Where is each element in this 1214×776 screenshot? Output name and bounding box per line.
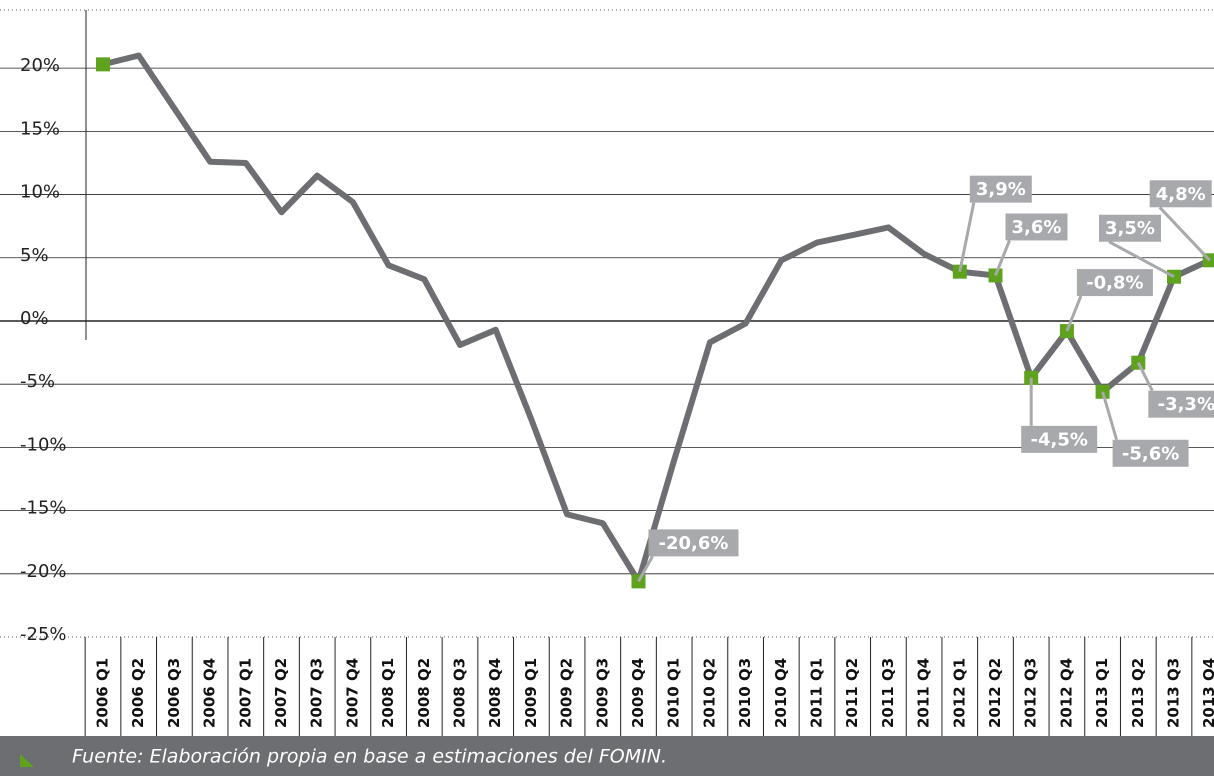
x-tick-label: 2010 Q2 <box>700 658 718 728</box>
x-tick-label: 2012 Q4 <box>1057 658 1075 728</box>
x-tick-label: 2011 Q2 <box>843 658 861 728</box>
x-tick-label: 2006 Q2 <box>129 658 147 728</box>
y-tick-label: -10% <box>20 434 67 455</box>
value-label-box <box>1076 269 1153 297</box>
value-label-box <box>1099 214 1161 242</box>
data-line <box>102 52 1211 585</box>
x-tick-label: 2008 Q3 <box>451 658 469 728</box>
x-tick-label: 2013 Q3 <box>1165 658 1183 728</box>
x-tick-label: 2013 Q4 <box>1200 658 1214 728</box>
value-label-box <box>969 175 1032 203</box>
label-pointer <box>1108 240 1175 279</box>
value-label: 3,5% <box>1105 218 1155 239</box>
y-tick-label: 15% <box>20 118 60 139</box>
value-label-box <box>1148 390 1214 418</box>
y-tick-label: -25% <box>20 624 67 645</box>
x-tick-label: 2013 Q2 <box>1129 658 1147 728</box>
x-tick-label: 2009 Q2 <box>558 658 576 728</box>
x-tick-label: 2011 Q4 <box>915 658 933 728</box>
value-label: -4,5% <box>1030 429 1087 450</box>
value-label: -3,3% <box>1158 394 1214 415</box>
y-tick-label: -20% <box>20 561 67 582</box>
value-label: 3,6% <box>1012 217 1062 238</box>
x-tick-label: 2008 Q4 <box>486 658 504 728</box>
x-tick-label: 2009 Q1 <box>522 658 540 728</box>
x-tick-label: 2008 Q2 <box>415 658 433 728</box>
label-pointer <box>1065 295 1083 332</box>
value-label-box <box>1021 425 1098 453</box>
value-label: -5,6% <box>1122 443 1179 464</box>
x-tick-label: 2007 Q2 <box>272 658 290 728</box>
x-tick-label: 2010 Q1 <box>665 658 683 728</box>
y-tick-label: 0% <box>20 308 49 329</box>
x-tick-label: 2009 Q4 <box>629 658 647 728</box>
y-tick-label: 5% <box>20 245 49 266</box>
x-tick-label: 2011 Q1 <box>808 658 826 728</box>
x-tick-label: 2007 Q4 <box>343 658 361 728</box>
label-pointer <box>994 239 1011 277</box>
x-tick-label: 2009 Q3 <box>593 658 611 728</box>
value-label-box <box>1005 213 1068 241</box>
x-tick-label: 2013 Q1 <box>1093 658 1111 728</box>
label-pointer <box>958 202 976 272</box>
source: Fuente: Elaboración propia en base a est… <box>72 746 667 768</box>
x-tick-label: 2012 Q1 <box>950 658 968 728</box>
x-tick-label: 2006 Q3 <box>165 658 183 728</box>
value-label-box <box>1112 439 1189 467</box>
x-tick-label: 2011 Q3 <box>879 658 897 728</box>
footer <box>0 736 1214 776</box>
x-tick-label: 2012 Q2 <box>986 658 1004 728</box>
footer-icon <box>20 754 34 767</box>
x-tick-label: 2010 Q3 <box>736 658 754 728</box>
marker <box>96 57 110 72</box>
x-tick-label: 2012 Q3 <box>1022 658 1040 728</box>
x-tick-label: 2010 Q4 <box>772 658 790 728</box>
label-pointer <box>1158 206 1211 262</box>
label-pointer <box>637 555 654 583</box>
x-tick-label: 2008 Q1 <box>379 658 397 728</box>
value-label: 3,9% <box>976 179 1026 200</box>
y-tick-label: 20% <box>20 55 60 76</box>
label-pointer <box>1101 391 1119 441</box>
label-pointer <box>1136 362 1154 392</box>
y-tick-label: 10% <box>20 182 60 203</box>
x-tick-label: 2006 Q1 <box>94 658 112 728</box>
value-label: -0,8% <box>1086 273 1143 294</box>
x-tick-label: 2006 Q4 <box>201 658 219 728</box>
value-label: 4,8% <box>1156 184 1206 205</box>
y-tick-label: -15% <box>20 498 67 519</box>
y-tick-label: -5% <box>20 371 55 392</box>
value-label: -20,6% <box>659 533 729 554</box>
value-label-box <box>648 529 739 557</box>
x-tick-label: 2007 Q3 <box>308 658 326 728</box>
x-tick-label: 2007 Q1 <box>236 658 254 728</box>
value-label-box <box>1149 180 1212 208</box>
